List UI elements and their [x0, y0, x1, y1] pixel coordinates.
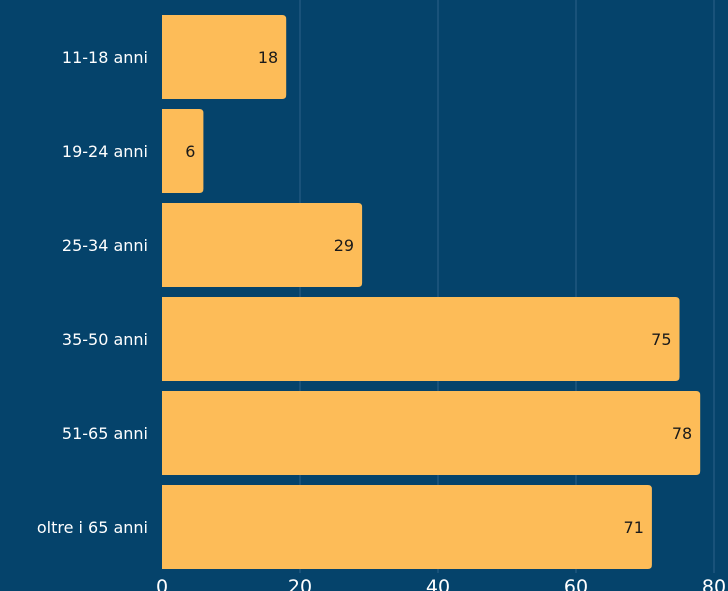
bar-value-label-3: 29 — [334, 236, 354, 255]
bar-value-label-1: 18 — [258, 48, 278, 67]
label-layer: 18 6 29 75 78 71 — [185, 48, 692, 537]
bar-value-label-5: 78 — [672, 424, 692, 443]
category-label-5: 51-65 anni — [62, 424, 148, 443]
category-label-3: 25-34 anni — [62, 236, 148, 255]
bar-value-label-2: 6 — [185, 142, 195, 161]
axis-layer: 11-18 anni 19-24 anni 25-34 anni 35-50 anni… — [37, 48, 726, 591]
category-label-2: 19-24 anni — [62, 142, 148, 161]
x-tick-label-80: 80 — [702, 576, 726, 591]
bar-value-label-4: 75 — [651, 330, 671, 349]
bar-4 — [162, 297, 680, 381]
bar-6 — [162, 485, 652, 569]
bar-3 — [162, 203, 363, 287]
bar-layer — [162, 15, 701, 569]
x-tick-label-60: 60 — [564, 576, 588, 591]
x-tick-label-0: 0 — [156, 576, 168, 591]
bar-5 — [162, 391, 701, 475]
bar-value-label-6: 71 — [624, 518, 644, 537]
category-label-6: oltre i 65 anni — [37, 518, 148, 537]
bar-1 — [162, 15, 287, 99]
category-label-4: 35-50 anni — [62, 330, 148, 349]
x-tick-label-20: 20 — [288, 576, 312, 591]
category-label-1: 11-18 anni — [62, 48, 148, 67]
x-tick-label-40: 40 — [426, 576, 450, 591]
bar-2 — [162, 109, 204, 193]
